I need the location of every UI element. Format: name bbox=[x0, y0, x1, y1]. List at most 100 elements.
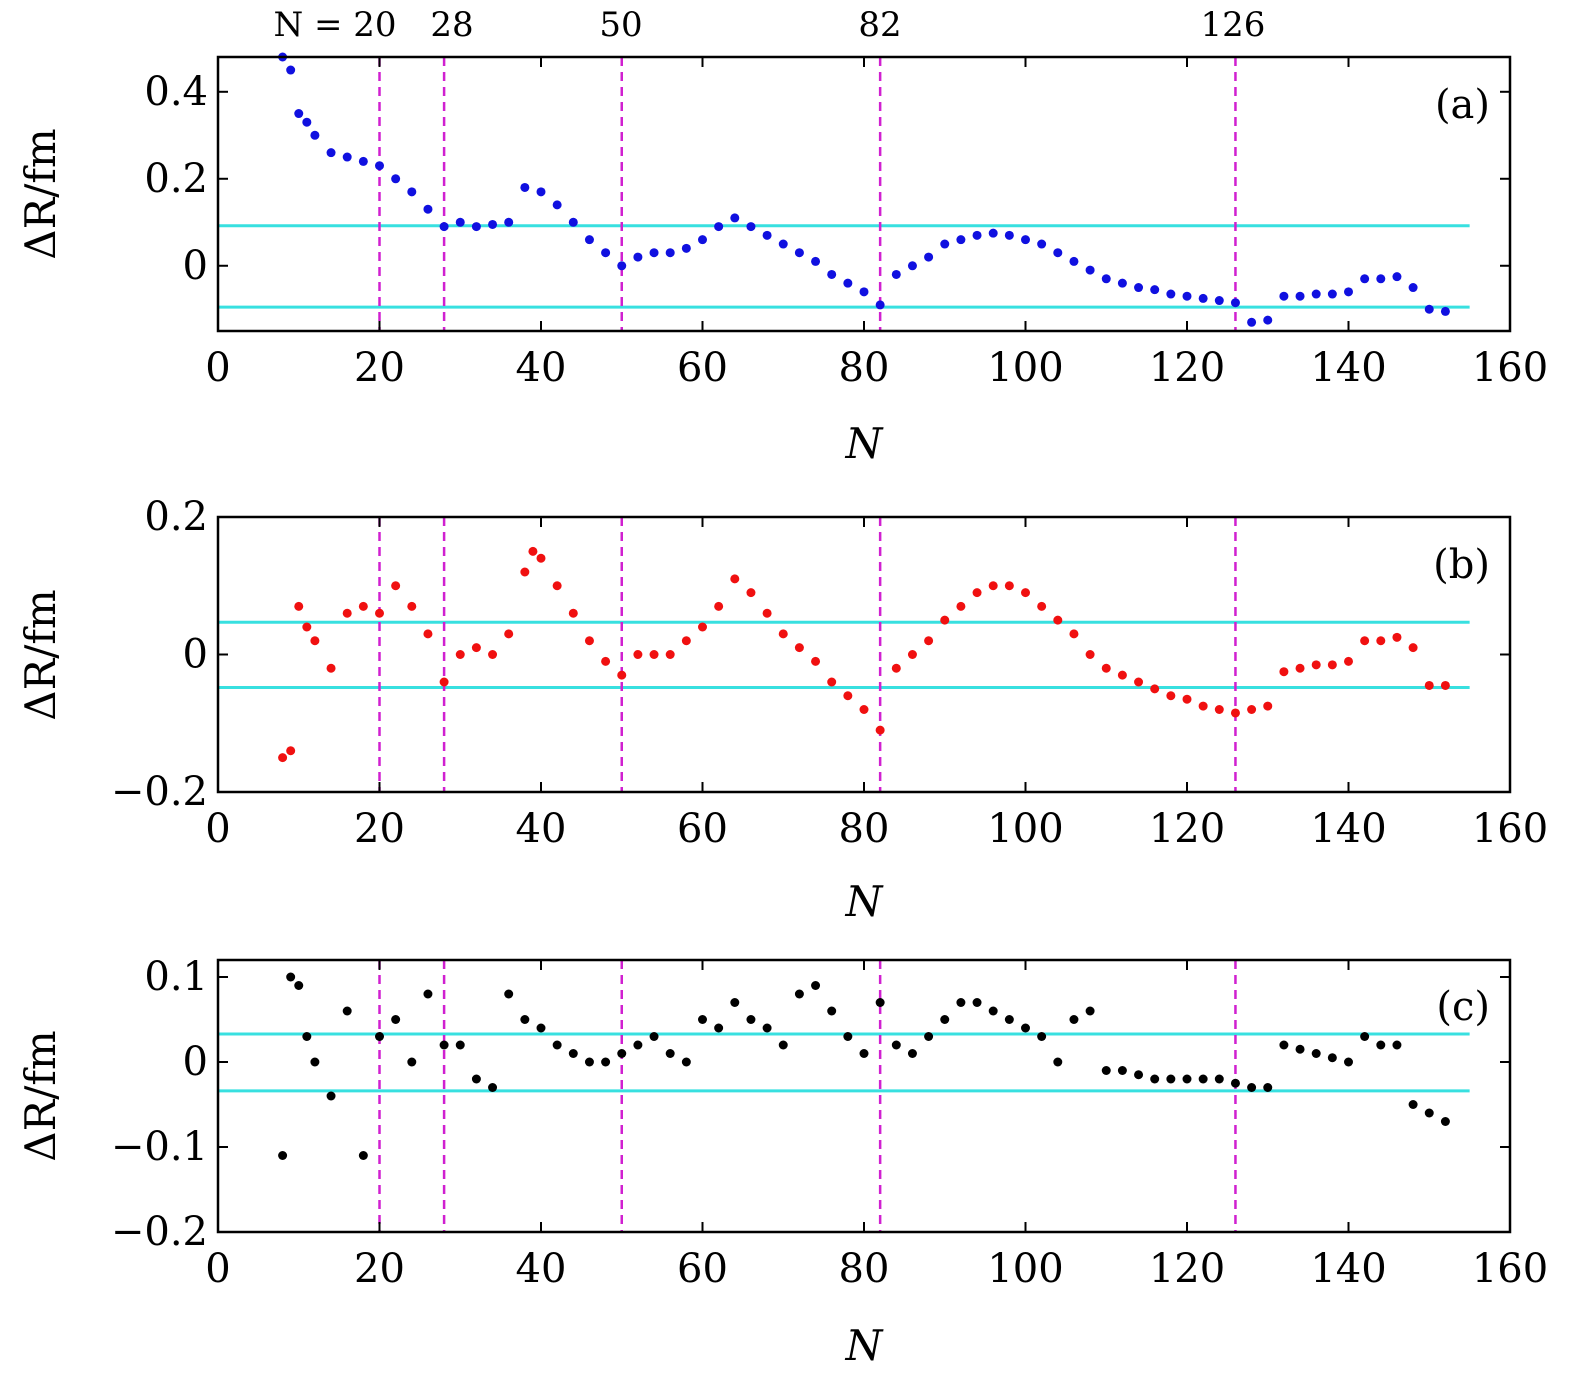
point-c-71 bbox=[1392, 1040, 1402, 1050]
point-b-42 bbox=[907, 650, 917, 659]
point-b-31 bbox=[730, 574, 740, 584]
point-c-11 bbox=[423, 989, 433, 999]
point-b-36 bbox=[811, 656, 821, 666]
point-c-16 bbox=[504, 989, 514, 999]
point-a-7 bbox=[358, 156, 368, 166]
panel-b: 0 20 40 60 80 100 120 140 160 0.20−0.2 N ΔR/fm (… bbox=[16, 494, 1548, 926]
point-b-20 bbox=[552, 581, 562, 591]
point-b-72 bbox=[1392, 632, 1402, 642]
point-c-39 bbox=[875, 998, 885, 1007]
point-b-12 bbox=[439, 677, 449, 687]
x-tick-label-a-60: 60 bbox=[677, 345, 728, 391]
point-c-20 bbox=[568, 1049, 578, 1058]
point-c-9 bbox=[391, 1015, 401, 1024]
x-tick-label-a-140: 140 bbox=[1310, 345, 1386, 391]
point-c-60 bbox=[1214, 1074, 1224, 1084]
point-a-67 bbox=[1327, 289, 1337, 299]
point-c-3 bbox=[302, 1032, 312, 1041]
point-a-14 bbox=[471, 222, 481, 232]
point-b-4 bbox=[310, 636, 320, 646]
plot-frame-b bbox=[216, 515, 1512, 794]
x-tick-label-b-140: 140 bbox=[1310, 806, 1386, 852]
y-tick-label-a-1: 0.2 bbox=[144, 156, 208, 202]
point-c-23 bbox=[617, 1049, 627, 1058]
point-a-73 bbox=[1424, 304, 1434, 314]
x-ticks-b: 0 20 40 60 80 100 120 140 160 bbox=[205, 517, 1548, 852]
point-b-44 bbox=[940, 615, 950, 625]
x-axis-title-b: N bbox=[845, 877, 884, 926]
point-c-15 bbox=[488, 1083, 498, 1092]
x-tick-label-b-100: 100 bbox=[987, 806, 1063, 852]
point-b-71 bbox=[1376, 636, 1386, 646]
point-a-41 bbox=[907, 261, 917, 271]
point-c-59 bbox=[1198, 1074, 1208, 1084]
magic-label-126: 126 bbox=[1201, 5, 1266, 45]
point-b-6 bbox=[342, 608, 352, 618]
point-a-19 bbox=[552, 200, 562, 210]
point-b-60 bbox=[1198, 701, 1208, 711]
point-c-36 bbox=[827, 1006, 837, 1016]
point-b-57 bbox=[1150, 684, 1160, 694]
point-c-19 bbox=[552, 1040, 562, 1050]
point-b-75 bbox=[1440, 680, 1450, 690]
y-tick-label-b-2: −0.2 bbox=[111, 769, 208, 815]
x-tick-label-a-80: 80 bbox=[839, 345, 890, 391]
point-c-33 bbox=[778, 1040, 788, 1050]
y-tick-label-a-2: 0 bbox=[183, 243, 208, 289]
point-c-65 bbox=[1295, 1044, 1305, 1054]
point-c-73 bbox=[1424, 1108, 1434, 1118]
point-b-32 bbox=[746, 588, 756, 598]
point-b-5 bbox=[326, 663, 336, 673]
point-a-47 bbox=[1004, 230, 1014, 240]
magic-lines-a bbox=[378, 57, 1237, 331]
y-tick-label-c-2: −0.1 bbox=[111, 1124, 208, 1170]
scatter-points-b bbox=[278, 546, 1450, 763]
point-a-69 bbox=[1360, 274, 1370, 284]
scatter-points-c bbox=[278, 972, 1450, 1160]
point-c-5 bbox=[326, 1091, 336, 1101]
point-a-31 bbox=[746, 222, 756, 232]
point-a-42 bbox=[924, 252, 934, 262]
point-a-9 bbox=[391, 174, 401, 184]
point-a-25 bbox=[649, 248, 659, 258]
point-a-39 bbox=[875, 300, 885, 310]
point-b-35 bbox=[794, 643, 804, 653]
point-b-43 bbox=[924, 636, 934, 646]
point-b-47 bbox=[988, 581, 998, 591]
point-a-43 bbox=[940, 239, 950, 249]
point-c-28 bbox=[698, 1015, 707, 1024]
x-tick-label-a-120: 120 bbox=[1149, 345, 1225, 391]
point-a-50 bbox=[1053, 248, 1063, 258]
point-b-69 bbox=[1344, 656, 1353, 666]
point-a-65 bbox=[1295, 291, 1305, 301]
point-a-63 bbox=[1263, 315, 1273, 325]
point-a-6 bbox=[342, 152, 352, 162]
x-tick-label-a-100: 100 bbox=[987, 345, 1063, 391]
x-tick-label-a-160: 160 bbox=[1472, 345, 1548, 391]
point-a-52 bbox=[1085, 265, 1095, 275]
y-tick-label-b-0: 0.2 bbox=[144, 494, 208, 540]
x-tick-label-c-160: 160 bbox=[1472, 1246, 1548, 1292]
point-b-55 bbox=[1117, 670, 1127, 680]
point-b-40 bbox=[875, 725, 885, 735]
point-a-27 bbox=[681, 243, 691, 253]
x-tick-label-b-20: 20 bbox=[354, 806, 405, 852]
point-c-22 bbox=[601, 1057, 611, 1067]
magic-number-labels: N = 20 28 50 82 126 bbox=[273, 5, 1265, 45]
point-c-53 bbox=[1101, 1066, 1111, 1075]
point-b-19 bbox=[536, 553, 546, 563]
point-c-49 bbox=[1037, 1032, 1047, 1041]
point-a-24 bbox=[633, 252, 643, 262]
magic-label-28: 28 bbox=[430, 5, 473, 45]
point-a-37 bbox=[843, 278, 853, 288]
point-b-48 bbox=[1004, 581, 1014, 591]
point-c-72 bbox=[1408, 1100, 1418, 1109]
point-c-31 bbox=[746, 1015, 756, 1024]
point-a-59 bbox=[1198, 293, 1208, 303]
point-b-62 bbox=[1230, 708, 1240, 718]
x-tick-label-c-20: 20 bbox=[354, 1246, 405, 1292]
point-b-41 bbox=[891, 663, 901, 673]
x-tick-label-c-40: 40 bbox=[516, 1246, 567, 1292]
point-b-65 bbox=[1279, 667, 1289, 677]
point-c-43 bbox=[940, 1015, 950, 1024]
